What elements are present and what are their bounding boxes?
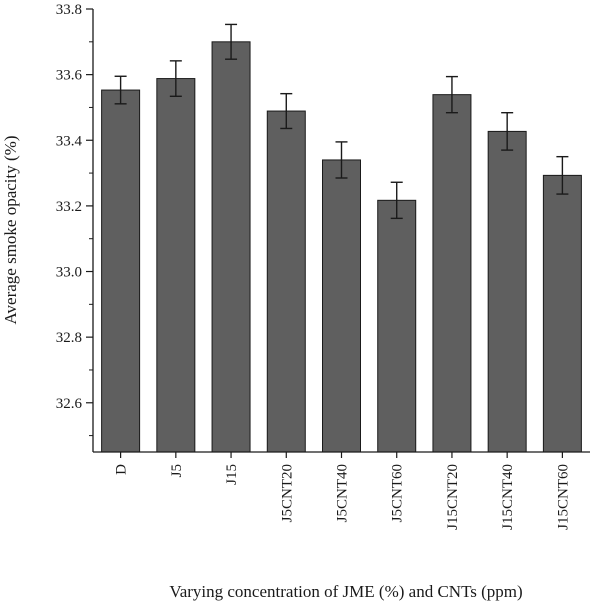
x-tick-label: J5CNT60 (390, 464, 406, 522)
x-tick-label: J5 (169, 464, 185, 477)
bar (322, 159, 361, 453)
error-bars (114, 23, 569, 220)
y-tick-label: 33.8 (56, 2, 82, 18)
bars (101, 41, 582, 453)
bar (211, 41, 251, 453)
bar (101, 89, 141, 453)
x-tick-label: J5CNT20 (279, 464, 295, 522)
bar (542, 174, 582, 453)
x-axis-label: Varying concentration of JME (%) and CNT… (169, 582, 522, 601)
x-tick-label: J15CNT20 (445, 464, 461, 530)
bar (432, 94, 472, 453)
bar (377, 199, 417, 453)
x-tick-label: J15CNT40 (500, 464, 516, 530)
x-tick-label: J15CNT60 (555, 464, 571, 530)
bar (487, 130, 527, 453)
x-axis-ticks: D J5 J15 J5CNT20 J5CNT40 J5CNT60 J15CNT20 J15CN… (114, 452, 571, 530)
x-tick-label: J5CNT40 (335, 464, 351, 522)
y-tick-label: 32.6 (56, 396, 83, 412)
bar (266, 110, 306, 453)
y-axis-ticks: 32.6 32.8 33.0 33.2 33.4 33.6 33.8 (56, 2, 93, 437)
x-tick-label: J15 (224, 464, 240, 485)
y-tick-label: 33.6 (56, 68, 83, 84)
bar (156, 78, 196, 453)
y-axis-label: Average smoke opacity (%) (1, 136, 20, 325)
y-tick-label: 32.8 (56, 330, 82, 346)
y-tick-label: 33.4 (56, 133, 83, 149)
x-tick-label: D (114, 464, 130, 475)
y-tick-label: 33.0 (56, 265, 82, 281)
y-tick-label: 33.2 (56, 199, 82, 215)
